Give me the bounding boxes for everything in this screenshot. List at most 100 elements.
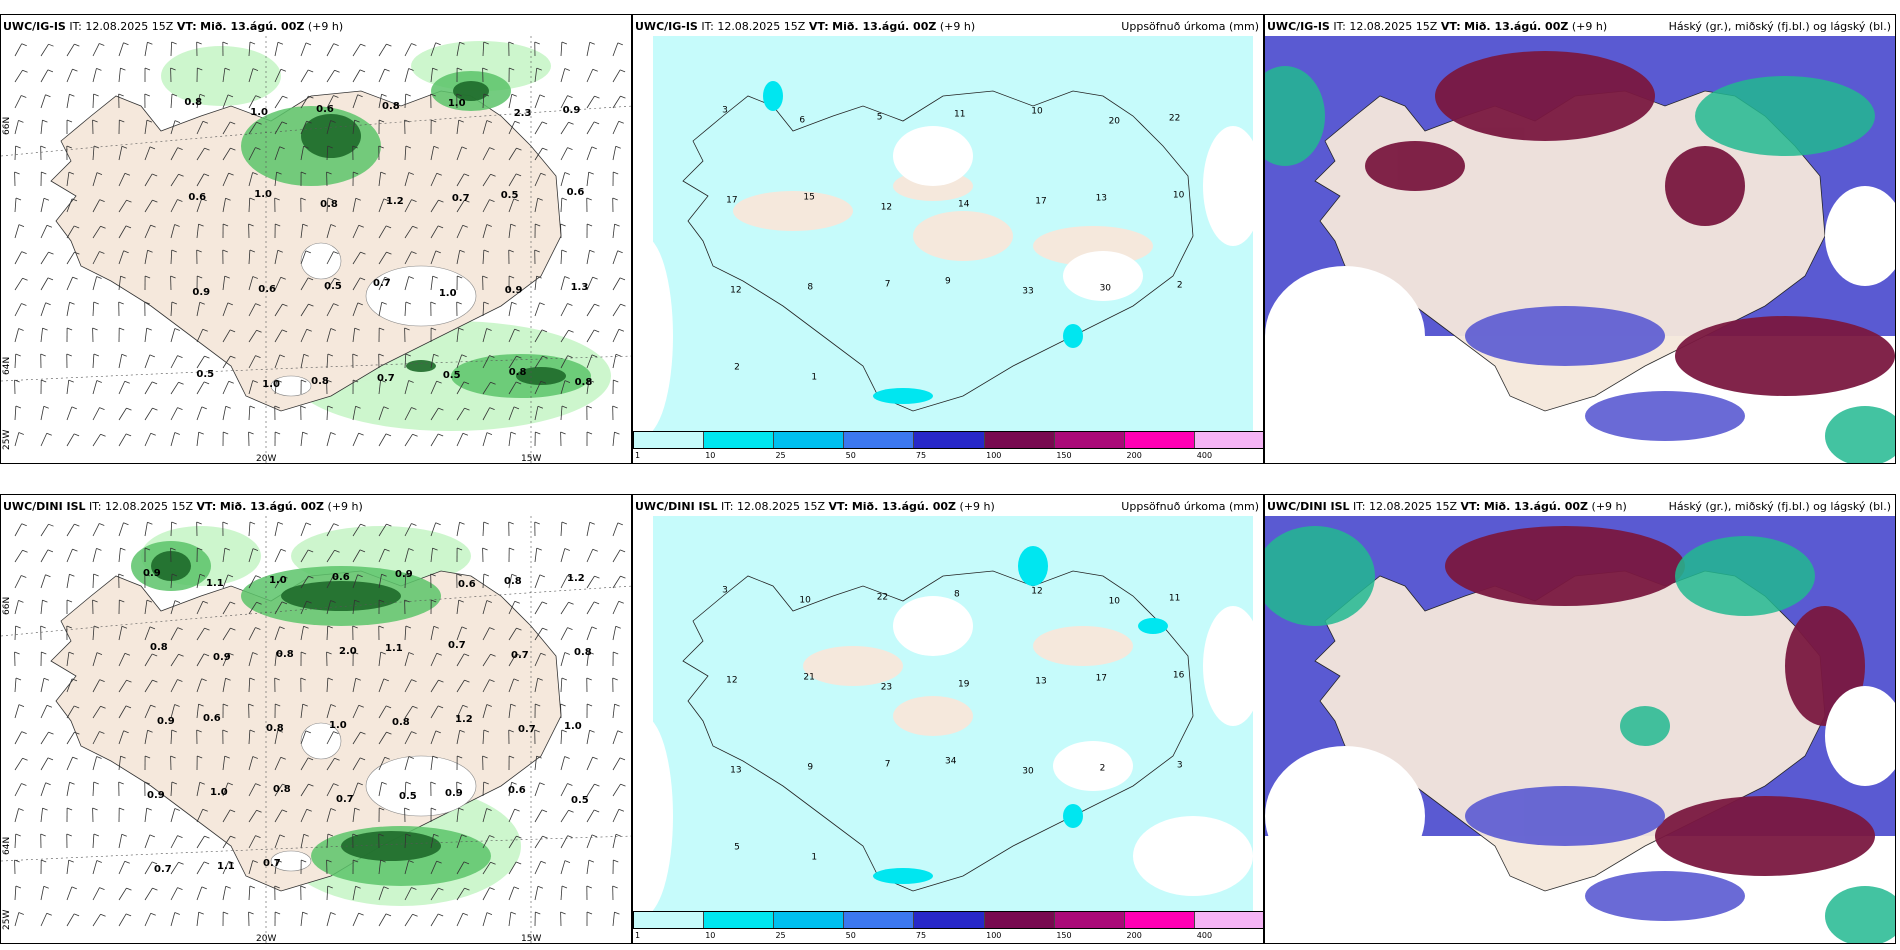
wind-barb (482, 301, 485, 317)
wind-barb (274, 277, 282, 291)
wind-barb (248, 602, 257, 615)
wind-barb (222, 627, 231, 641)
wind-barb (352, 913, 359, 927)
wind-barb-tick (458, 807, 464, 811)
wind-barb (612, 704, 615, 719)
wind-barb (430, 173, 438, 187)
wind-barb (430, 913, 439, 927)
wind-barb-tick (486, 704, 492, 707)
value-label: 0.9 (445, 788, 463, 799)
wind-barb-tick (561, 885, 568, 889)
wind-barb (222, 678, 226, 693)
value-label: 2 (1177, 281, 1183, 291)
wind-barb (300, 912, 303, 927)
wind-barb (196, 782, 201, 797)
value-label: 1.2 (455, 714, 473, 725)
value-label: 0.6 (188, 192, 206, 203)
wind-barb-tick (144, 573, 150, 577)
wind-barb-tick (74, 731, 80, 735)
map-area (1265, 516, 1895, 943)
wind-barb-tick (196, 729, 202, 733)
wind-barb (534, 574, 541, 589)
wind-barb-tick (72, 276, 78, 280)
value-label: 11 (954, 110, 965, 120)
wind-barb-tick (378, 833, 384, 837)
wind-barb-tick (355, 405, 361, 409)
wind-barb (612, 912, 615, 927)
wind-barb-tick (201, 198, 207, 202)
colorbar-swatch (1124, 912, 1195, 928)
wind-barb (118, 834, 123, 849)
wind-barb-tick (516, 627, 522, 631)
wind-barb-tick (564, 172, 570, 175)
colorbar-label: 75 (915, 931, 927, 940)
wind-barb (144, 600, 148, 615)
wind-barb-tick (274, 405, 280, 409)
wind-barb-tick (586, 223, 593, 227)
wind-barb (92, 573, 95, 589)
wind-barb (586, 783, 595, 797)
wind-barb-tick (300, 885, 306, 889)
wind-barb-tick (123, 522, 129, 526)
wind-barb-tick (276, 171, 282, 175)
wind-barb-tick (308, 575, 314, 579)
wind-barb (508, 355, 517, 369)
wind-barb-tick (225, 405, 231, 409)
wind-barb (144, 173, 153, 187)
wind-barb (430, 146, 435, 161)
wind-barb-tick (462, 912, 469, 916)
wind-barb (430, 679, 439, 693)
wind-barb-tick (594, 329, 600, 333)
wind-barb-tick (594, 303, 600, 307)
wind-barb (14, 95, 22, 109)
wind-barb (300, 809, 308, 823)
wind-barb (14, 251, 22, 265)
wind-barb (430, 433, 439, 447)
wind-barb-tick (515, 653, 522, 657)
wind-barb-tick (613, 651, 619, 655)
wind-barb-tick (280, 68, 287, 72)
wind-barb-tick (489, 147, 495, 150)
wind-barb-tick (327, 625, 333, 629)
wind-barb-tick (171, 41, 177, 45)
wind-barb-tick (431, 119, 437, 123)
value-label: 0.5 (501, 190, 519, 201)
wind-barb (404, 302, 407, 317)
wind-barb-tick (618, 808, 625, 812)
wind-barb (508, 861, 517, 875)
wind-barb (40, 277, 49, 291)
wind-barb (40, 731, 49, 745)
wind-barb-tick (412, 705, 418, 709)
colorbar-swatch (844, 432, 915, 448)
wind-barb (40, 251, 49, 265)
wind-barb-tick (482, 547, 488, 551)
wind-barb-tick (248, 431, 254, 435)
wind-barb-tick (282, 303, 288, 307)
wind-barb-tick (592, 68, 598, 72)
wind-barb-tick (358, 704, 364, 708)
wind-barb-tick (358, 912, 364, 916)
wind-barb-tick (15, 405, 22, 409)
wind-barb (586, 575, 595, 589)
wind-barb-tick (66, 807, 73, 811)
wind-barb (508, 601, 516, 615)
wind-barb-tick (386, 43, 392, 47)
value-label: 0.8 (575, 377, 593, 388)
wind-barb (92, 407, 100, 421)
wind-barb-tick (561, 677, 568, 681)
wind-barb-tick (509, 67, 515, 71)
wind-barb-tick (22, 277, 28, 281)
wind-barb-tick (435, 250, 441, 254)
wind-barb-tick (126, 679, 132, 683)
value-label: 0.9 (143, 568, 161, 579)
wind-barb-tick (537, 885, 544, 889)
wind-barb (430, 68, 433, 83)
wind-barb-tick (541, 121, 548, 125)
wind-barb-tick (431, 599, 437, 603)
wind-barb-tick (118, 93, 124, 97)
wind-barb (326, 834, 329, 849)
wind-barb-tick (459, 521, 465, 525)
wind-barb-tick (147, 729, 153, 733)
wind-barb-tick (430, 93, 436, 97)
wind-barb (378, 69, 385, 83)
